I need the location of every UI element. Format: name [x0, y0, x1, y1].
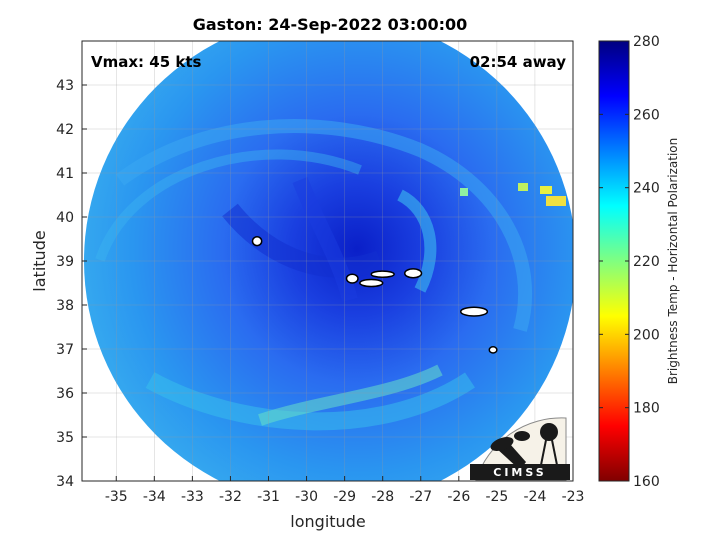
logo-text: CIMSS	[493, 466, 546, 479]
y-tick-label: 42	[56, 122, 74, 138]
colorbar-scale	[598, 40, 630, 482]
y-tick-label: 43	[56, 78, 74, 94]
time-away-annotation: 02:54 away	[470, 53, 567, 71]
y-tick-label: 37	[56, 342, 74, 358]
chart-title: Gaston: 24-Sep-2022 03:00:00	[193, 15, 468, 34]
x-tick-label: -29	[333, 489, 356, 505]
x-tick-label: -28	[371, 489, 394, 505]
x-axis-label: longitude	[290, 512, 365, 531]
colorbar-tick-label: 180	[633, 401, 660, 417]
cold-cloud-contour	[345, 273, 359, 284]
y-tick-label: 34	[56, 474, 74, 490]
plot-area	[82, 41, 573, 481]
colorbar-tick-label: 200	[633, 327, 660, 343]
y-tick-label: 40	[56, 210, 74, 226]
colorbar-ticks: 160 180 200 220 240 260 280	[599, 34, 660, 490]
colorbar: 160 180 200 220 240 260 280 Brightness Temp - …	[598, 34, 680, 490]
x-tick-label: -31	[257, 489, 280, 505]
colorbar-tick-label: 220	[633, 254, 660, 270]
colorbar-label: Brightness Temp - Horizontal Polarizatio…	[666, 138, 680, 385]
cold-cloud-contour	[488, 346, 498, 354]
y-tick-label: 36	[56, 386, 74, 402]
y-tick-label: 38	[56, 298, 74, 314]
cold-cloud-contour	[370, 270, 395, 279]
y-axis: 34 35 36 37 38 39 40 41 42 43	[56, 78, 87, 490]
x-tick-label: -26	[447, 489, 470, 505]
cold-cloud-contours	[251, 236, 498, 354]
cold-cloud-contour	[251, 236, 263, 247]
y-axis-label: latitude	[30, 230, 49, 291]
y-tick-label: 35	[56, 430, 74, 446]
x-tick-label: -33	[181, 489, 204, 505]
cold-cloud-contour	[459, 306, 489, 317]
cold-cloud-contour	[404, 268, 423, 279]
x-tick-label: -35	[105, 489, 128, 505]
x-tick-label: -27	[409, 489, 432, 505]
x-tick-label: -32	[219, 489, 242, 505]
cold-cloud-contour	[359, 278, 384, 288]
vmax-annotation: Vmax: 45 kts	[91, 53, 201, 71]
colorbar-tick-label: 240	[633, 181, 660, 197]
colorbar-tick-label: 260	[633, 107, 660, 123]
grid	[82, 41, 573, 481]
x-tick-label: -25	[485, 489, 508, 505]
colorbar-tick-label: 280	[633, 34, 660, 50]
x-tick-label: -30	[295, 489, 318, 505]
y-tick-label: 39	[56, 254, 74, 270]
colorbar-tick-label: 160	[633, 474, 660, 490]
x-tick-label: -23	[562, 489, 585, 505]
x-axis: -35 -34 -33 -32 -31 -30 -29 -28 -27 -26 -25 -24 -23	[105, 476, 585, 505]
x-tick-label: -34	[143, 489, 166, 505]
y-tick-label: 41	[56, 166, 74, 182]
cimss-logo: CIMSS	[470, 417, 570, 481]
x-tick-label: -24	[524, 489, 547, 505]
